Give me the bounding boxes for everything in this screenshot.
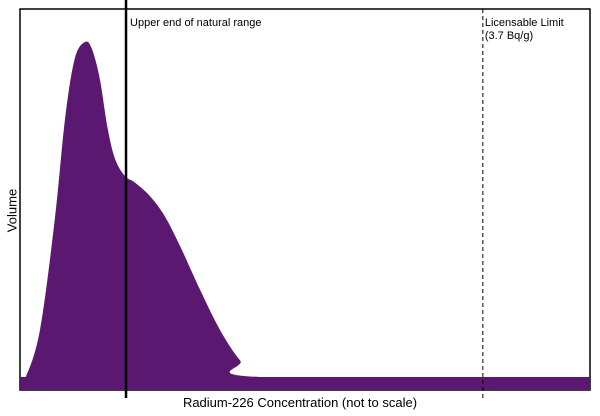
licensable-limit-label: Licensable Limit (3.7 Bq/g) bbox=[485, 17, 564, 43]
x-axis-label: Radium-226 Concentration (not to scale) bbox=[182, 395, 418, 410]
licensable-limit-title: Licensable Limit bbox=[484, 17, 564, 29]
y-axis-label: Volume bbox=[4, 188, 20, 233]
volume-distribution-area bbox=[20, 41, 590, 390]
licensable-limit-value: (3.7 Bq/g) bbox=[484, 30, 534, 42]
natural-range-label: Upper end of natural range bbox=[130, 17, 262, 29]
